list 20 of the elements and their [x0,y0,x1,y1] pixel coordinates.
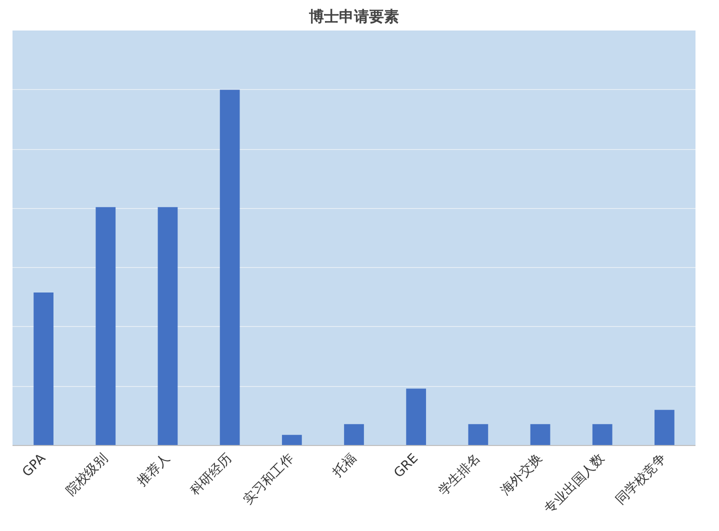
chart-title: 博士申请要素 [308,8,399,26]
bar [592,424,612,446]
x-tick-label: 学生排名 [436,451,484,499]
bar [344,424,364,446]
x-tick-label: GPA [20,451,49,480]
bar [34,292,54,446]
bar [158,207,178,446]
bar [468,424,488,446]
bar [96,207,116,446]
bar [530,424,550,446]
x-tick-label: 实习和工作 [240,451,298,508]
x-tick-label: 托福 [330,451,360,481]
x-tick-label: 推荐人 [134,451,174,490]
x-tick-label: 同学校竞争 [613,451,670,508]
bar [654,410,674,446]
bar [220,90,240,446]
bar [406,388,426,446]
bar [282,434,302,446]
x-tick-label: 院校级别 [64,451,111,499]
x-tick-label: 科研经历 [188,451,236,499]
